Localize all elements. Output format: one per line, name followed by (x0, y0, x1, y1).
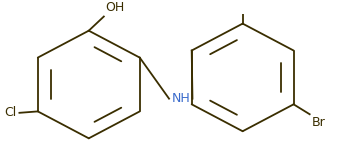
Text: NH: NH (172, 92, 190, 105)
Text: OH: OH (105, 1, 125, 14)
Text: Br: Br (311, 116, 325, 129)
Text: Cl: Cl (4, 106, 16, 119)
